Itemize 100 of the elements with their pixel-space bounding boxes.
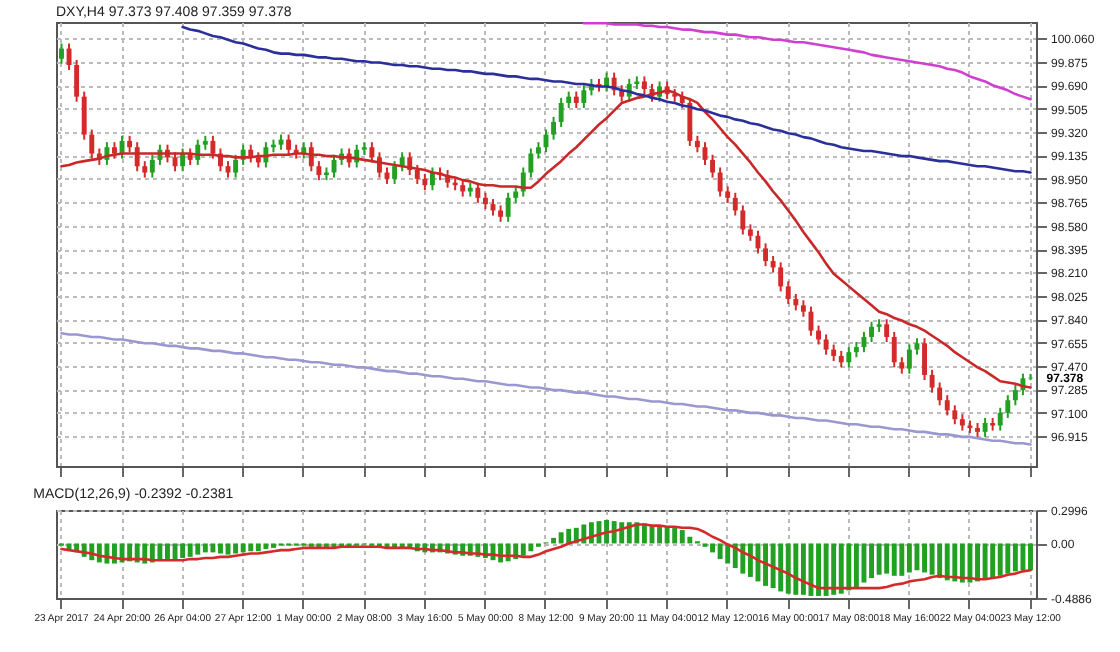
bar [899,543,905,576]
bar [823,543,829,596]
candlestick [414,163,420,185]
bar [165,543,170,560]
candlestick [763,242,768,268]
candlestick [581,84,587,110]
bar [157,543,163,561]
bar [558,532,564,544]
bar [240,543,246,553]
bar [785,543,791,594]
candlestick [172,151,178,173]
bar [233,543,239,554]
bar [187,543,193,557]
bar [172,543,178,560]
candlestick [74,58,80,103]
bar [846,543,852,591]
bar [975,543,980,582]
candlestick [884,318,890,344]
candlestick [392,160,398,185]
candlestick [944,394,950,417]
candlestick [286,133,292,156]
bar [551,537,557,544]
bar [884,543,890,574]
bar [657,525,663,544]
candlestick [906,343,912,375]
candlestick [687,96,693,147]
candlestick [816,324,821,346]
bar [853,543,859,587]
candlestick [982,416,988,438]
bar [255,543,261,552]
bar [717,543,723,560]
candlestick [528,147,534,179]
bar [66,543,72,550]
bar [990,543,996,579]
candlestick [929,368,935,394]
bar [528,543,534,552]
candlestick [778,261,784,293]
bar [180,543,186,558]
line-series [60,331,1032,446]
candlestick [475,181,481,204]
bar [959,543,965,583]
bar [1028,543,1033,571]
candlestick [210,134,216,160]
bar [997,543,1003,576]
bar [831,543,837,595]
bar [937,543,943,579]
candlestick [952,404,958,426]
candlestick [1012,384,1018,407]
bar [914,543,920,571]
bar [210,543,216,553]
bar [679,530,685,544]
bar [520,543,526,556]
bar [816,543,821,596]
candlestick [997,406,1003,432]
candlestick [937,381,943,407]
candlestick [922,337,927,381]
bar [664,526,670,544]
candlestick [823,333,829,356]
bar [922,543,927,573]
bar [869,543,874,579]
bar [876,543,882,575]
bar [1005,543,1011,574]
candlestick [846,346,852,369]
bar [248,543,254,552]
bar [1020,543,1026,571]
bar [838,543,844,594]
bar [944,543,950,581]
candlestick [233,153,239,179]
bar [747,543,753,577]
candlestick [891,330,897,369]
bar [218,543,223,554]
candlestick [717,166,723,198]
bar [770,543,776,589]
bar [710,543,716,553]
bar [952,543,958,582]
candlestick [551,115,557,141]
bar [566,528,572,544]
candlestick [785,280,791,306]
bar [763,543,768,586]
bar [778,543,784,592]
candlestick [316,160,322,182]
candlestick [81,90,87,141]
bar [604,520,610,544]
candlestick [505,191,511,223]
line-series [60,523,1032,590]
bar [906,543,912,573]
candlestick [710,153,716,179]
bar [967,543,973,583]
candlestick [399,151,405,173]
candlestick [149,153,155,179]
candlestick [869,320,874,344]
line-series [582,21,1032,101]
candlestick [66,42,72,72]
bar [793,543,799,595]
bar [982,543,988,580]
candlestick [732,191,738,217]
line-series [181,25,1032,174]
candlestick [1005,394,1011,419]
candlestick [429,166,435,192]
bar [672,527,678,544]
